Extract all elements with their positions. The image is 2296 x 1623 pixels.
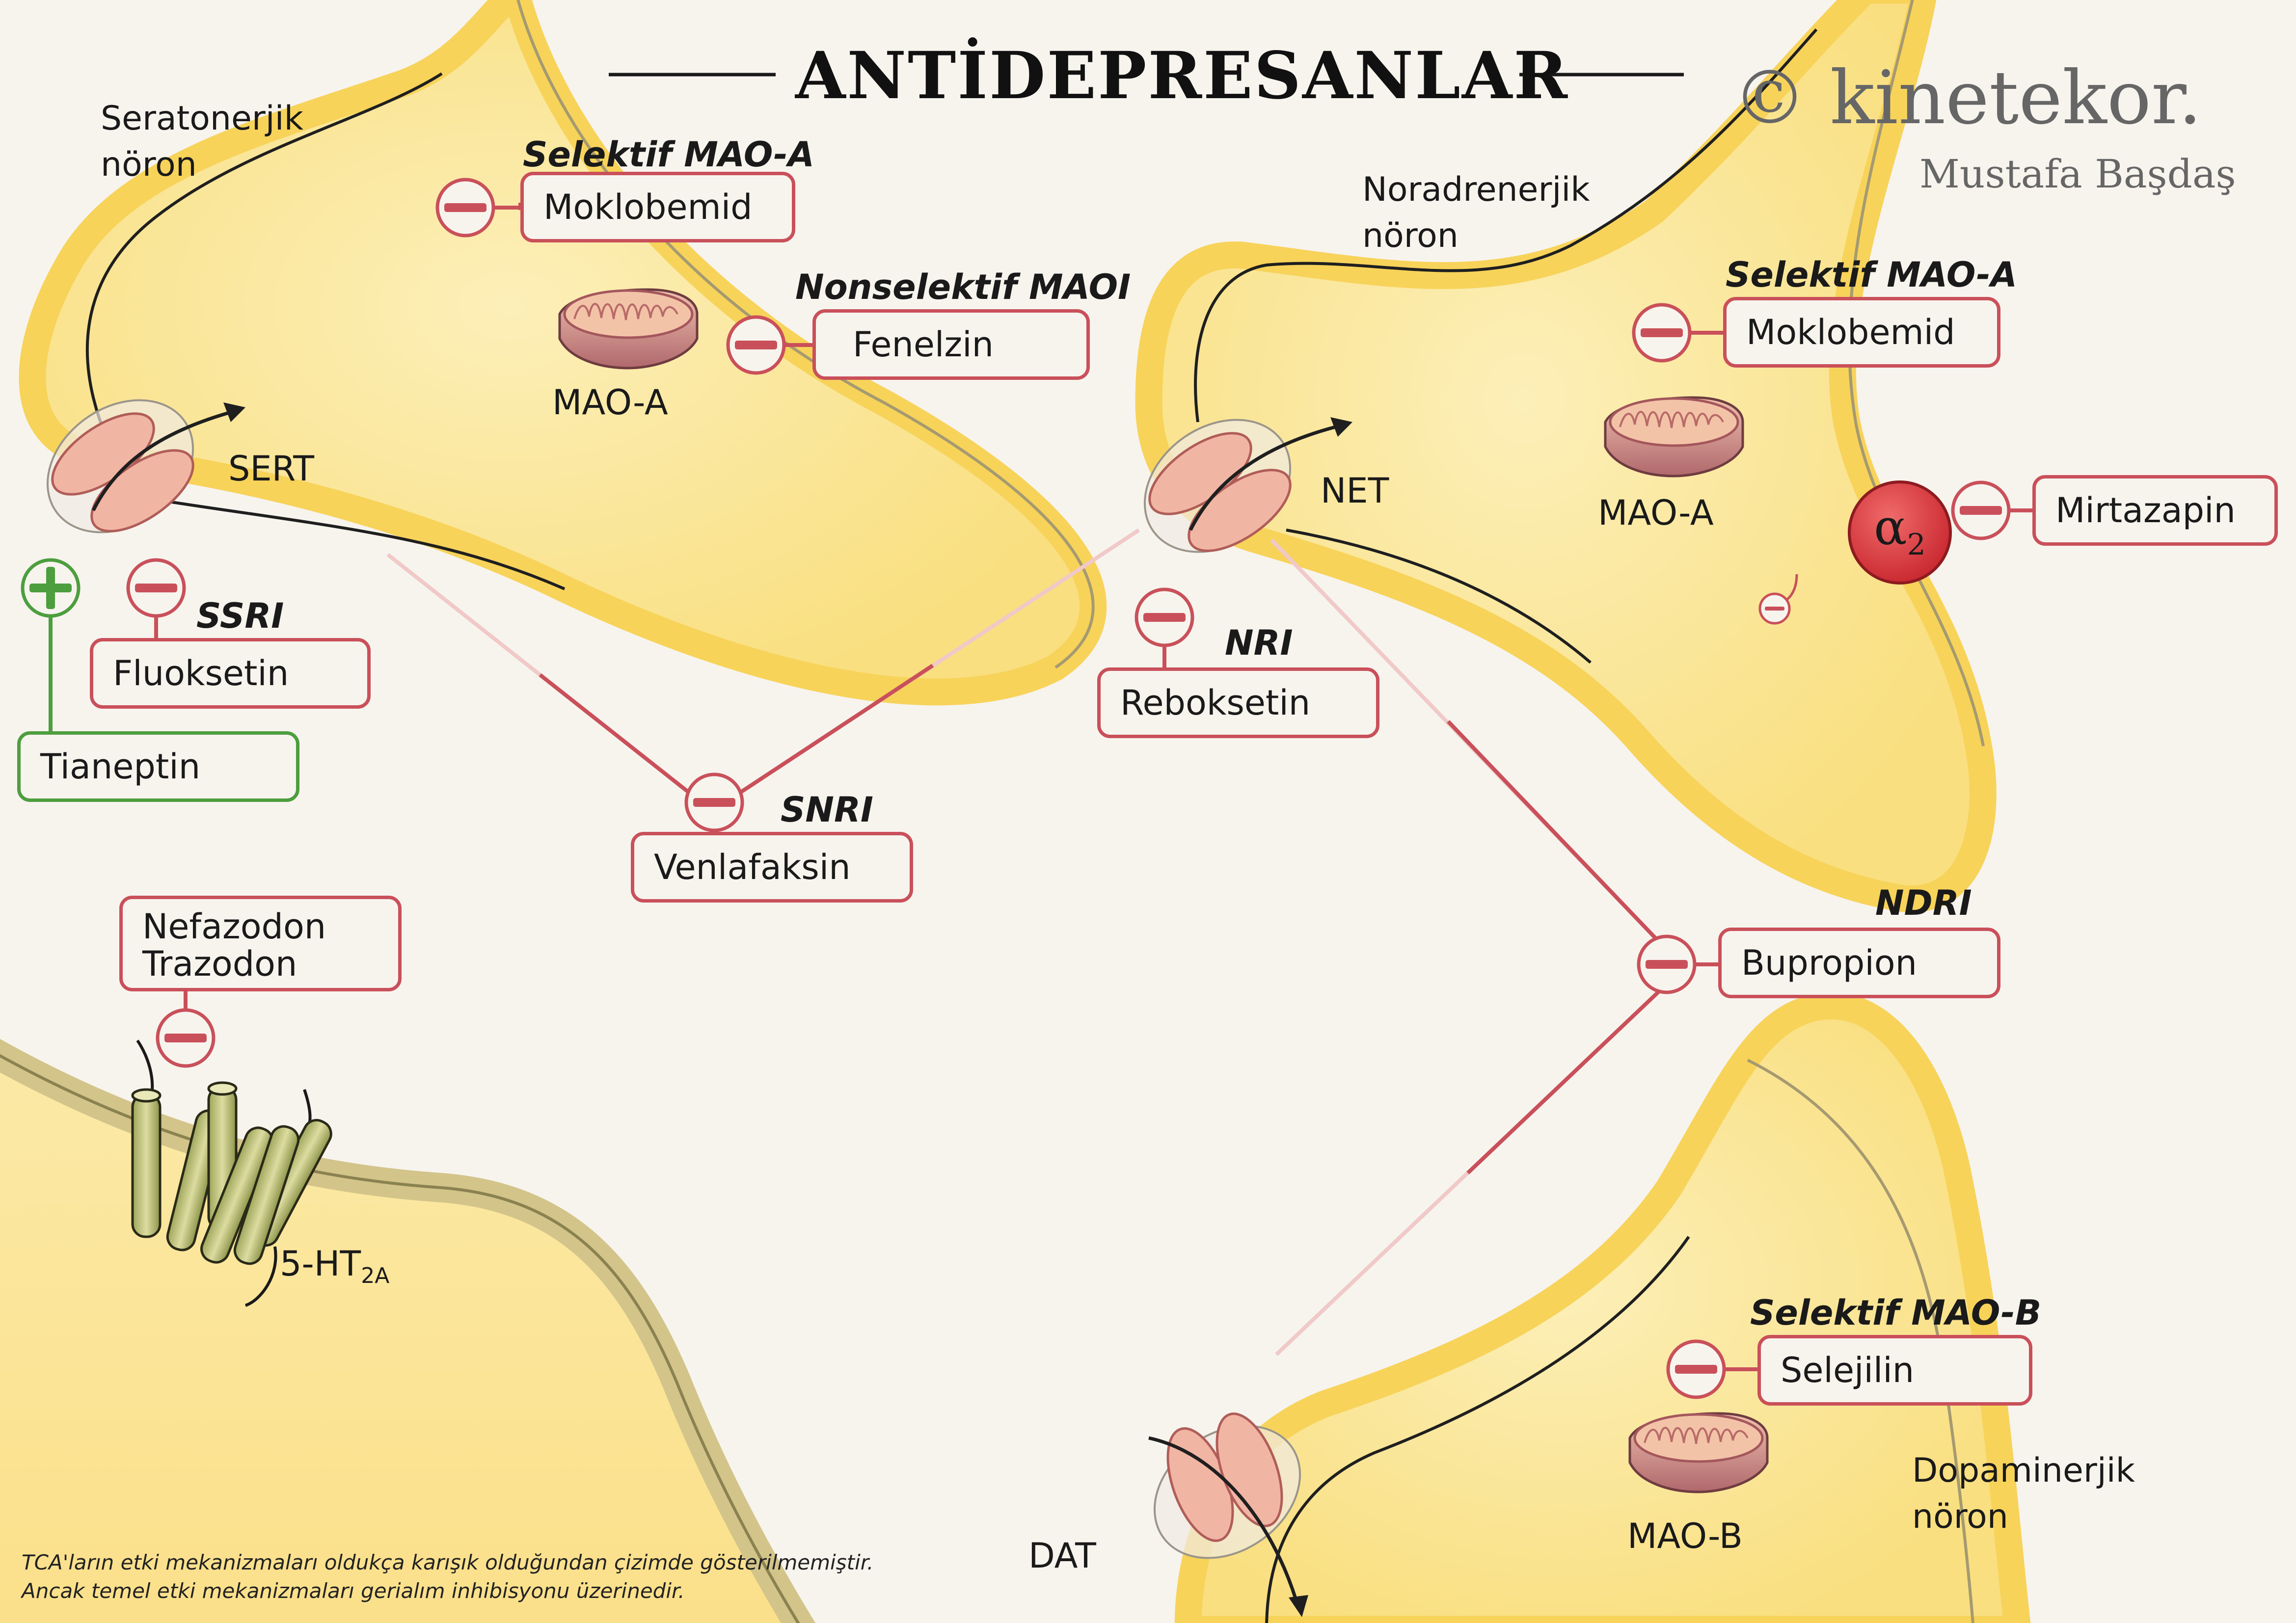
serotonergic-neuron — [19, 0, 1107, 706]
drug-nefazodon-trazodon: Nefazodon Trazodon — [119, 896, 402, 991]
inhibit-symbol — [1134, 587, 1194, 647]
dat-transporter — [1148, 1412, 1308, 1617]
class-nonselective-maoi: Nonselektif MAOI — [795, 267, 1131, 307]
class-ssri: SSRI — [196, 596, 284, 636]
inhibit-symbol — [435, 178, 495, 238]
drug-moklobemid: Moklobemid — [520, 172, 795, 242]
class-snri: SNRI — [781, 790, 873, 830]
alpha2-label-main: α — [1874, 499, 1907, 556]
mitochondrion — [558, 288, 699, 370]
inhibit-symbol — [1632, 303, 1692, 363]
inhibit-symbol — [126, 558, 186, 618]
5ht2a-label-main: 5-HT — [280, 1244, 361, 1284]
footnote-line-1: TCA'ların etki mekanizmaları oldukça kar… — [22, 1550, 874, 1574]
mao-a-label: MAO-A — [1598, 493, 1714, 533]
mao-a-label: MAO-A — [552, 382, 668, 423]
drug-selejilin: Selejilin — [1757, 1335, 2032, 1406]
class-ndri: NDRI — [1875, 883, 1972, 923]
inhibit-symbol — [1951, 480, 2011, 540]
net-label: NET — [1321, 471, 1389, 511]
inhibit-symbol-small — [1758, 592, 1791, 625]
inhibit-symbol — [684, 772, 744, 832]
net-transporter — [1143, 417, 1352, 553]
sert-label: SERT — [228, 449, 314, 489]
class-selective-mao-a: Selektif MAO-A — [523, 134, 814, 175]
dopaminergic-neuron — [1174, 992, 2031, 1623]
dopaminergic-neuron-label: Dopaminerjik nöron — [1912, 1451, 2135, 1536]
mao-b-label: MAO-B — [1627, 1516, 1743, 1556]
drug-reboksetin: Reboksetin — [1097, 667, 1379, 738]
alpha2-label-sub: 2 — [1907, 528, 1926, 562]
page-title: ANTİDEPRESANLAR — [795, 38, 1569, 114]
5ht2a-receptor — [131, 1039, 332, 1307]
drug-bupropion: Bupropion — [1718, 928, 2000, 998]
footnote-line-2: Ancak temel etki mekanizmaları gerialım … — [22, 1579, 685, 1603]
drug-fenelzin: Fenelzin — [812, 309, 1090, 380]
sert-transporter — [46, 399, 245, 533]
inhibit-symbol — [1666, 1339, 1726, 1399]
class-selective-mao-b: Selektif MAO-B — [1750, 1293, 2042, 1333]
drug-mirtazapin: Mirtazapin — [2032, 475, 2278, 546]
drug-moklobemid: Moklobemid — [1723, 297, 2000, 368]
inhibit-symbol — [156, 1008, 216, 1068]
activate-symbol — [21, 558, 81, 618]
alpha2-receptor — [1848, 480, 1952, 585]
drug-fluoksetin: Fluoksetin — [90, 638, 371, 709]
drug-venlafaksin: Venlafaksin — [631, 832, 913, 903]
brand-name: © kinetekor. — [1733, 55, 2202, 141]
mitochondrion — [1628, 1412, 1769, 1493]
inhibition-lines — [154, 203, 2032, 1371]
class-nri: NRI — [1225, 623, 1293, 663]
dat-label: DAT — [1028, 1536, 1096, 1576]
alpha2-label: α2 — [1861, 496, 1939, 577]
5ht2a-label: 5-HT2A — [280, 1244, 389, 1296]
inhibit-symbol — [726, 315, 786, 375]
drug-tianeptin: Tianeptin — [17, 731, 299, 802]
class-selective-mao-a: Selektif MAO-A — [1726, 255, 2017, 295]
inhibit-symbol — [1637, 934, 1697, 994]
serotonergic-neuron-label: Seratonerjik nöron — [101, 99, 303, 184]
postsynaptic-membrane — [0, 1038, 816, 1623]
brand-author: Mustafa Başdaş — [1919, 151, 2236, 197]
noradrenergic-neuron-label: Noradrenerjik nöron — [1362, 170, 1590, 255]
mitochondrion — [1604, 396, 1744, 478]
5ht2a-label-sub: 2A — [361, 1263, 390, 1288]
